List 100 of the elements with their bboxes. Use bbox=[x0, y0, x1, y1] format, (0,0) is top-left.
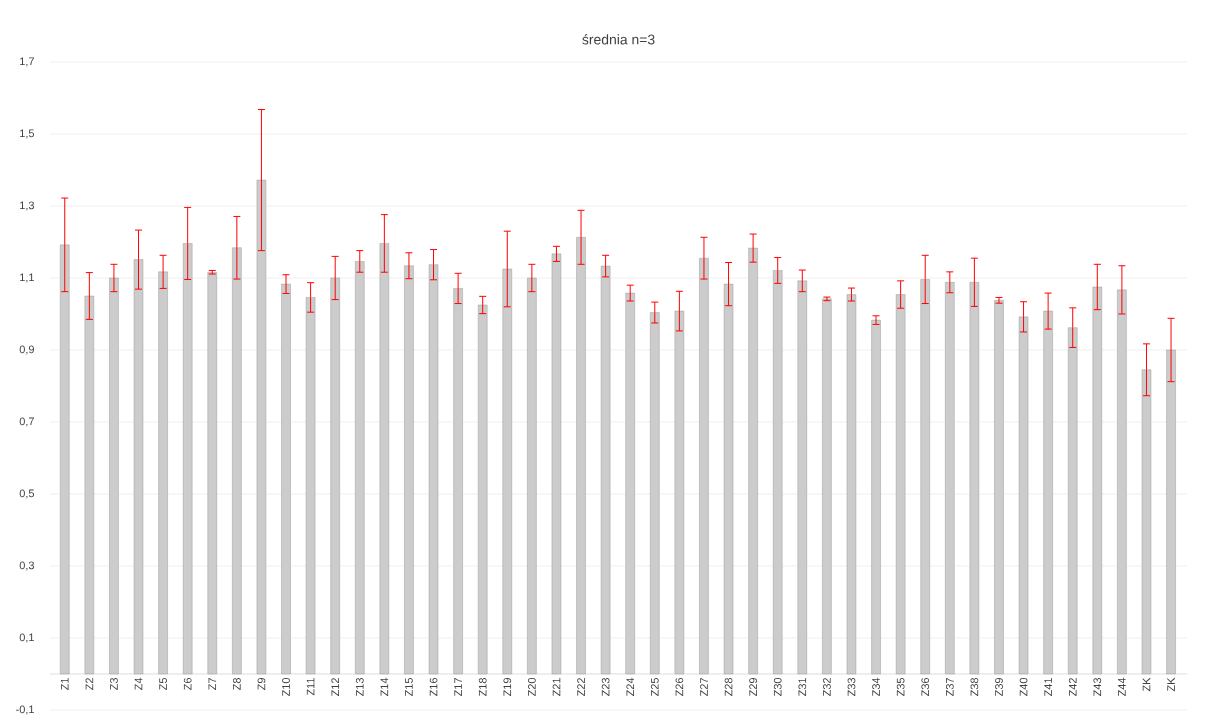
x-tick-label: Z25 bbox=[650, 677, 659, 697]
x-tick-label: Z6 bbox=[183, 677, 192, 690]
bar bbox=[379, 243, 390, 675]
x-tick-label: Z37 bbox=[945, 678, 954, 697]
bar bbox=[478, 304, 488, 675]
bar bbox=[748, 247, 758, 675]
bar bbox=[699, 257, 709, 675]
x-tick-label: Z28 bbox=[724, 677, 733, 697]
bar bbox=[773, 270, 783, 675]
bar bbox=[600, 265, 611, 675]
x-tick-label: Z42 bbox=[1068, 678, 1077, 697]
bar bbox=[355, 261, 365, 675]
y-tick-label: 0,3 bbox=[19, 561, 34, 571]
x-tick-label: Z39 bbox=[995, 678, 1003, 697]
bar bbox=[895, 294, 906, 675]
y-tick-label: 0,9 bbox=[19, 345, 34, 355]
x-tick-label: Z19 bbox=[503, 678, 512, 697]
x-tick-label: Z3 bbox=[110, 677, 118, 690]
x-tick-label: Z22 bbox=[577, 678, 585, 697]
x-tick-label: Z43 bbox=[1093, 677, 1102, 697]
x-tick-label: Z1 bbox=[61, 678, 69, 690]
y-tick-label: 1,5 bbox=[20, 129, 35, 139]
y-tick-label: 1,3 bbox=[20, 201, 34, 211]
x-tick-label: Z9 bbox=[257, 678, 266, 690]
bar bbox=[1092, 286, 1103, 675]
chart-title: średnia n=3 bbox=[582, 34, 655, 45]
bar bbox=[625, 292, 635, 675]
y-tick-label: -0,1 bbox=[16, 705, 34, 715]
bar bbox=[994, 300, 1004, 675]
bar bbox=[84, 295, 95, 675]
bar bbox=[453, 288, 463, 675]
x-tick-label: Z17 bbox=[454, 678, 462, 697]
bar bbox=[846, 294, 857, 675]
bar bbox=[207, 272, 217, 675]
x-tick-label: Z12 bbox=[331, 678, 340, 697]
bar bbox=[158, 271, 168, 675]
x-tick-label: Z20 bbox=[528, 677, 536, 697]
x-tick-label: Z11 bbox=[306, 678, 315, 696]
x-tick-label: Z29 bbox=[749, 678, 758, 697]
bar bbox=[1117, 289, 1127, 675]
bar bbox=[428, 264, 439, 675]
x-tick-label: ZK bbox=[1142, 677, 1151, 692]
x-tick-label: Z4 bbox=[134, 677, 143, 690]
y-tick-label: 1,1 bbox=[20, 273, 34, 283]
bar bbox=[871, 319, 881, 675]
bar bbox=[502, 268, 512, 675]
x-tick-label: Z41 bbox=[1044, 678, 1052, 697]
x-tick-label: Z10 bbox=[282, 677, 290, 697]
x-tick-label: Z34 bbox=[872, 677, 880, 697]
x-tick-label: Z21 bbox=[552, 678, 561, 697]
bar bbox=[232, 247, 242, 675]
x-tick-label: Z44 bbox=[1118, 677, 1126, 697]
bar bbox=[109, 277, 119, 675]
bar bbox=[60, 244, 70, 675]
bar bbox=[1018, 316, 1029, 675]
bar bbox=[404, 265, 414, 675]
x-tick-label: Z24 bbox=[626, 677, 635, 697]
x-tick-label: Z7 bbox=[208, 678, 217, 690]
bar bbox=[674, 310, 685, 675]
x-tick-label: Z35 bbox=[896, 677, 905, 697]
x-tick-label: Z36 bbox=[921, 677, 930, 697]
x-tick-label: Z40 bbox=[1019, 677, 1028, 697]
bar bbox=[551, 253, 562, 675]
x-tick-label: Z38 bbox=[970, 677, 979, 697]
y-tick-label: 1,7 bbox=[20, 57, 34, 67]
bar bbox=[256, 179, 267, 675]
x-tick-label: Z15 bbox=[405, 677, 413, 697]
bar bbox=[330, 277, 340, 675]
bar bbox=[305, 297, 316, 675]
bar bbox=[650, 312, 660, 675]
bar bbox=[945, 282, 955, 675]
x-tick-label: Z16 bbox=[429, 677, 438, 697]
x-tick-label: Z27 bbox=[700, 678, 708, 697]
bar bbox=[576, 237, 586, 675]
bar bbox=[969, 282, 980, 675]
bar bbox=[1166, 349, 1176, 675]
bar bbox=[920, 279, 930, 675]
x-tick-label: Z30 bbox=[773, 677, 782, 697]
bar bbox=[1141, 369, 1152, 675]
bar bbox=[797, 280, 807, 675]
bar bbox=[527, 277, 537, 675]
bar bbox=[1043, 310, 1053, 675]
x-tick-label: Z2 bbox=[85, 678, 94, 690]
x-tick-label: Z26 bbox=[675, 677, 684, 697]
x-tick-label: Z32 bbox=[823, 678, 831, 697]
x-tick-label: Z18 bbox=[478, 677, 487, 697]
x-tick-label: Z14 bbox=[380, 677, 389, 697]
x-tick-label: Z31 bbox=[798, 678, 807, 697]
x-tick-label: Z23 bbox=[601, 677, 610, 697]
x-tick-label: Z5 bbox=[159, 677, 167, 690]
bar bbox=[281, 283, 291, 675]
bar bbox=[1068, 327, 1078, 675]
y-tick-label: 0,7 bbox=[19, 417, 34, 427]
bar bbox=[822, 298, 832, 675]
x-tick-label: Z33 bbox=[847, 677, 856, 697]
bar bbox=[133, 259, 144, 675]
x-tick-label: ZK bbox=[1167, 677, 1175, 692]
y-tick-label: 0,5 bbox=[19, 489, 35, 499]
x-tick-label: Z13 bbox=[355, 677, 364, 697]
bar bbox=[723, 283, 734, 675]
